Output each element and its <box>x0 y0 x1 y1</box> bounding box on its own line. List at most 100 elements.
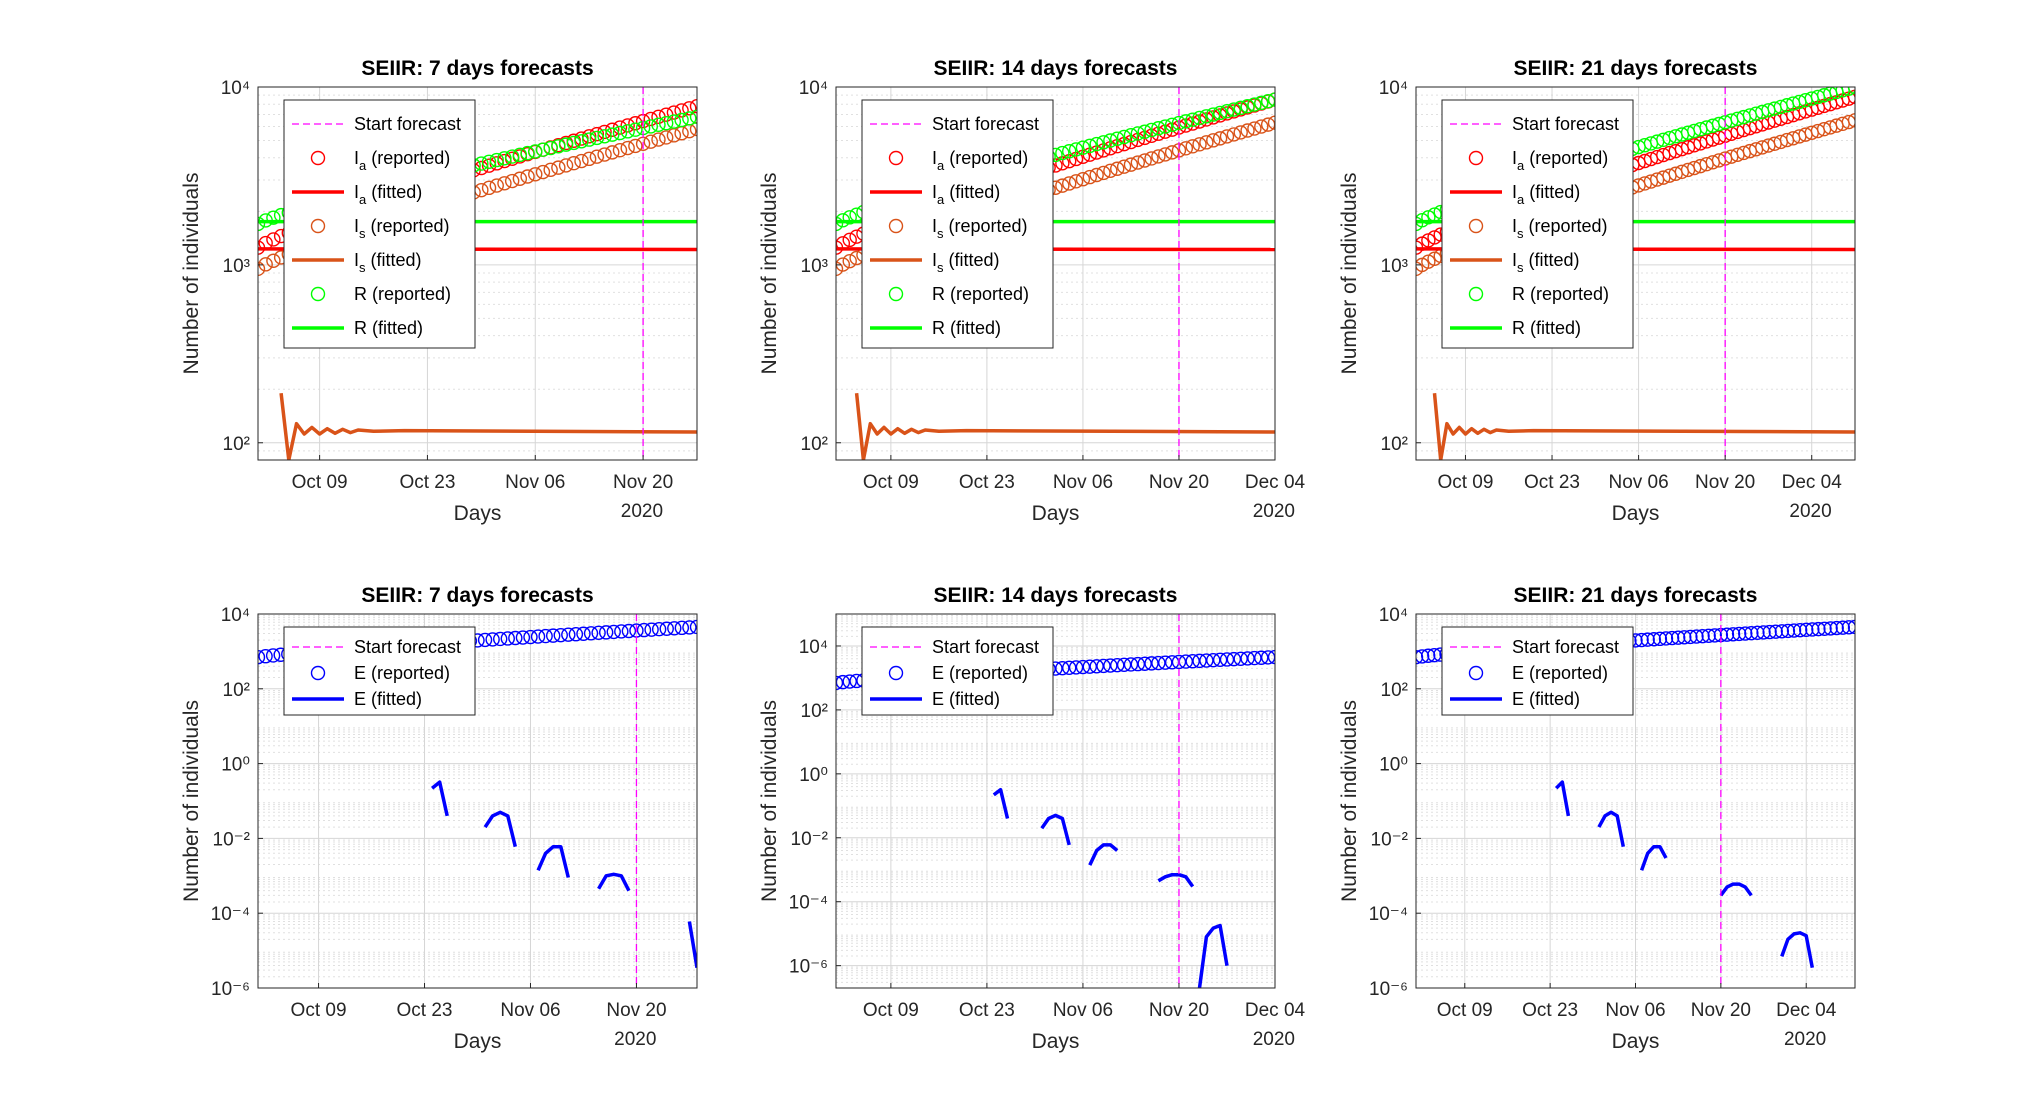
y-tick-label: 10² <box>801 701 828 722</box>
data-point <box>568 627 584 642</box>
data-point <box>651 132 666 147</box>
data-point <box>1062 176 1077 191</box>
data-point <box>682 620 697 635</box>
data-point <box>566 135 581 151</box>
data-point <box>481 154 497 170</box>
legend-swatch-marker <box>310 150 326 166</box>
data-point <box>1151 655 1166 671</box>
legend-entry-label: Ia (fitted) <box>932 182 1000 207</box>
y-tick-label: 10⁴ <box>221 78 250 99</box>
data-point <box>1075 659 1091 675</box>
data-point <box>1640 632 1655 647</box>
data-point <box>1652 631 1668 647</box>
data-point <box>1719 627 1735 642</box>
chart-panel-4: 10⁻⁶ 10⁻⁴ 10⁻² 10⁰ 10² 10⁴ Oct 09 Oct 23 Nov 06 N… <box>180 584 698 1053</box>
data-point <box>1185 654 1200 669</box>
data-point <box>1137 153 1152 168</box>
data-point <box>500 631 515 646</box>
data-point <box>1185 139 1200 154</box>
legend-swatch-marker <box>888 150 904 166</box>
legend-swatch-marker <box>1468 665 1484 681</box>
data-point <box>620 118 635 133</box>
data-point <box>1707 628 1722 643</box>
data-point <box>574 134 589 149</box>
data-point <box>1151 121 1166 136</box>
data-point <box>1240 651 1255 666</box>
data-point <box>1786 623 1802 638</box>
data-point <box>1096 135 1111 150</box>
y-tick-label: 10⁻⁴ <box>211 904 250 925</box>
data-point <box>614 624 629 639</box>
data-point <box>1089 167 1104 183</box>
data-point <box>1233 100 1248 116</box>
data-point <box>1267 115 1275 130</box>
data-point <box>1103 163 1118 179</box>
data-point <box>605 145 620 160</box>
x-tick-label: Dec 04 <box>1245 1000 1306 1021</box>
data-point <box>1158 119 1173 134</box>
data-point <box>689 109 697 124</box>
data-point <box>1075 172 1091 187</box>
series-segment <box>1780 931 1815 969</box>
legend-entry-label: E (fitted) <box>354 689 422 709</box>
legend: Start forecast Ia (reported) Ia (fitted) Is… <box>283 99 476 349</box>
data-point <box>497 151 512 166</box>
data-point <box>551 139 566 154</box>
data-point <box>551 160 566 175</box>
legend-entry-label: Is (reported) <box>354 216 450 241</box>
data-point <box>1103 658 1118 673</box>
data-point <box>628 116 643 131</box>
y-tick-label: 10⁻² <box>1371 829 1409 850</box>
data-point <box>258 649 273 664</box>
data-point <box>1247 121 1262 136</box>
legend-entry-label: R (fitted) <box>354 318 423 338</box>
data-point <box>535 142 551 157</box>
x-tick-label: Nov 06 <box>505 472 565 493</box>
data-point <box>258 261 266 277</box>
data-point <box>581 129 597 144</box>
data-point <box>265 648 281 663</box>
legend-entry-label: Ia (reported) <box>1512 148 1608 173</box>
data-point <box>598 625 614 640</box>
data-point <box>1212 105 1228 121</box>
data-point <box>1137 124 1152 139</box>
data-point <box>689 121 697 137</box>
series-segment <box>1088 843 1119 866</box>
data-point <box>1116 657 1132 673</box>
data-point <box>1240 123 1255 138</box>
data-point <box>1068 142 1084 157</box>
legend-swatch-marker <box>1468 286 1484 302</box>
data-point <box>666 105 682 120</box>
legend-entry-label: Ia (fitted) <box>354 182 422 207</box>
data-point <box>597 147 612 162</box>
data-point <box>530 629 546 644</box>
data-point <box>1792 623 1808 638</box>
data-point <box>1841 620 1855 635</box>
x-tick-label: Oct 23 <box>1522 1000 1578 1021</box>
data-point <box>1192 137 1207 152</box>
data-point <box>1144 656 1159 671</box>
data-point <box>589 149 605 164</box>
x-axis-label: Days <box>1612 1030 1660 1053</box>
chart-panel-6: 10⁻⁶ 10⁻⁴ 10⁻² 10⁰ 10² 10⁴ Oct 09 Oct 23 Nov 06 N… <box>1338 584 1856 1053</box>
data-point <box>674 112 689 128</box>
data-point <box>528 167 543 182</box>
data-point <box>651 117 666 133</box>
axes-box <box>257 613 698 989</box>
data-point <box>1658 631 1674 646</box>
x-tick-label: Nov 20 <box>1149 1000 1209 1021</box>
data-point <box>497 176 512 191</box>
data-point <box>842 210 857 225</box>
y-tick-label: 10⁻⁶ <box>1369 979 1408 1000</box>
data-point <box>489 178 504 193</box>
legend-swatch-marker <box>1468 218 1484 234</box>
data-point <box>523 629 538 645</box>
data-point <box>535 164 551 180</box>
x-axis-label: Days <box>1032 1030 1080 1053</box>
data-point <box>1110 131 1125 146</box>
data-point <box>1416 261 1424 277</box>
legend-entry-label: Start forecast <box>932 114 1039 134</box>
x-tick-label: Nov 06 <box>500 1000 560 1021</box>
axes-box <box>835 613 1276 989</box>
data-point <box>508 630 523 646</box>
